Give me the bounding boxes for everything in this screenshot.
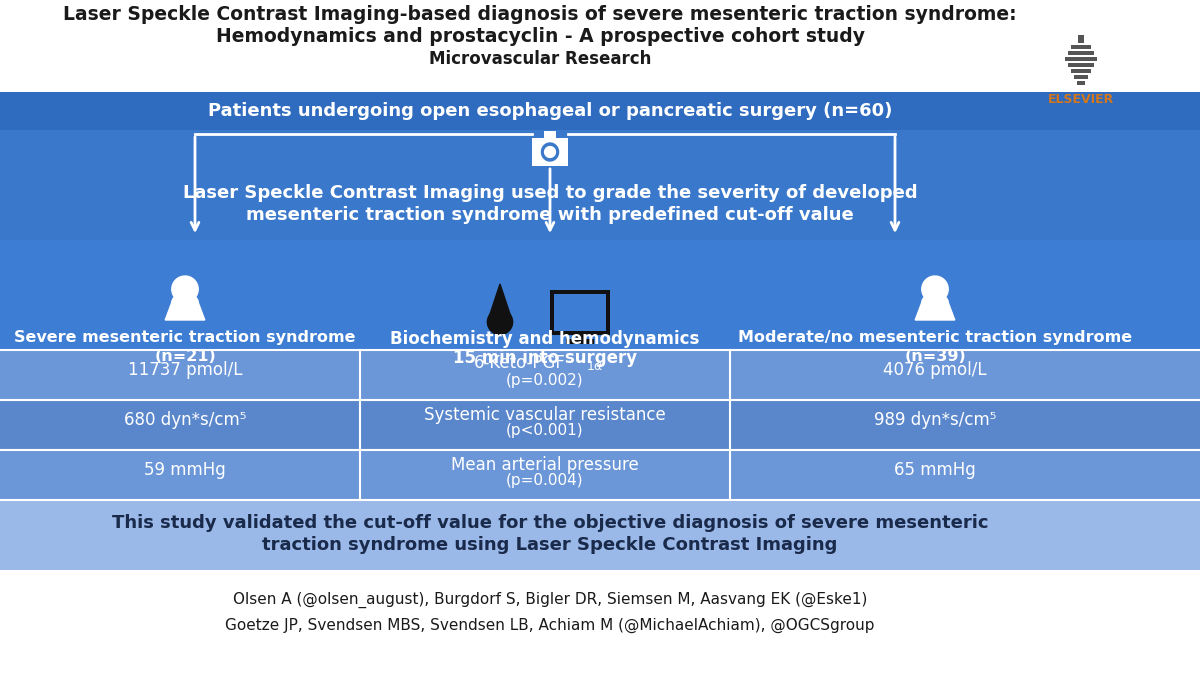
Text: Patients undergoing open esophageal or pancreatic surgery (n=60): Patients undergoing open esophageal or p… bbox=[208, 102, 892, 120]
Text: 15 min into surgery: 15 min into surgery bbox=[452, 349, 637, 367]
Text: Mean arterial pressure: Mean arterial pressure bbox=[451, 456, 638, 474]
Text: 680 dyn*s/cm⁵: 680 dyn*s/cm⁵ bbox=[124, 411, 246, 429]
Polygon shape bbox=[545, 146, 556, 157]
Polygon shape bbox=[172, 294, 198, 303]
Polygon shape bbox=[541, 143, 558, 161]
Text: Olsen A (@olsen_august), Burgdorf S, Bigler DR, Siemsen M, Aasvang EK (@Eske1): Olsen A (@olsen_august), Burgdorf S, Big… bbox=[233, 591, 868, 608]
Text: 1α: 1α bbox=[587, 360, 604, 373]
Text: traction syndrome using Laser Speckle Contrast Imaging: traction syndrome using Laser Speckle Co… bbox=[263, 536, 838, 554]
Text: ELSEVIER: ELSEVIER bbox=[1048, 93, 1114, 106]
Bar bbox=[1074, 75, 1088, 79]
Text: (p<0.001): (p<0.001) bbox=[506, 423, 584, 439]
Text: This study validated the cut-off value for the objective diagnosis of severe mes: This study validated the cut-off value f… bbox=[112, 514, 989, 532]
Text: Hemodynamics and prostacyclin - A prospective cohort study: Hemodynamics and prostacyclin - A prospe… bbox=[216, 27, 864, 46]
Bar bbox=[1072, 45, 1091, 49]
Bar bbox=[554, 294, 606, 331]
Bar bbox=[550, 290, 610, 335]
Text: Biochemistry and hemodynamics: Biochemistry and hemodynamics bbox=[390, 330, 700, 348]
Bar bbox=[532, 138, 568, 166]
Bar bbox=[1078, 81, 1085, 85]
Bar bbox=[0, 350, 1200, 400]
Polygon shape bbox=[916, 302, 955, 320]
Bar bbox=[0, 500, 1200, 570]
Text: (p=0.002): (p=0.002) bbox=[506, 373, 584, 389]
Polygon shape bbox=[922, 294, 948, 303]
Polygon shape bbox=[172, 276, 198, 302]
Polygon shape bbox=[487, 284, 512, 322]
Text: 65 mmHg: 65 mmHg bbox=[894, 461, 976, 479]
Polygon shape bbox=[166, 302, 205, 320]
Text: Microvascular Research: Microvascular Research bbox=[428, 50, 652, 68]
Text: 11737 pmol/L: 11737 pmol/L bbox=[127, 361, 242, 379]
Bar bbox=[1078, 35, 1084, 43]
Text: 59 mmHg: 59 mmHg bbox=[144, 461, 226, 479]
Text: 989 dyn*s/cm⁵: 989 dyn*s/cm⁵ bbox=[874, 411, 996, 429]
Text: (n=39): (n=39) bbox=[904, 349, 966, 364]
Text: Severe mesenteric traction syndrome: Severe mesenteric traction syndrome bbox=[14, 330, 355, 345]
Bar bbox=[0, 92, 1200, 130]
Text: Laser Speckle Contrast Imaging used to grade the severity of developed: Laser Speckle Contrast Imaging used to g… bbox=[182, 184, 917, 202]
Text: Systemic vascular resistance: Systemic vascular resistance bbox=[424, 406, 666, 424]
Text: Moderate/no mesenteric traction syndrome: Moderate/no mesenteric traction syndrome bbox=[738, 330, 1132, 345]
Text: Laser Speckle Contrast Imaging-based diagnosis of severe mesenteric traction syn: Laser Speckle Contrast Imaging-based dia… bbox=[64, 5, 1016, 24]
Text: mesenteric traction syndrome with predefined cut-off value: mesenteric traction syndrome with predef… bbox=[246, 207, 854, 225]
Text: 4076 pmol/L: 4076 pmol/L bbox=[883, 361, 986, 379]
Bar bbox=[1072, 69, 1091, 73]
Bar bbox=[0, 400, 1200, 450]
Bar bbox=[1068, 51, 1094, 55]
Bar bbox=[576, 334, 584, 340]
Text: 6-Keto-PGF: 6-Keto-PGF bbox=[474, 354, 566, 372]
Bar bbox=[1068, 63, 1094, 67]
Polygon shape bbox=[922, 276, 948, 302]
Text: (p=0.004): (p=0.004) bbox=[506, 473, 584, 489]
Bar bbox=[566, 339, 594, 344]
Bar bbox=[544, 131, 556, 138]
Polygon shape bbox=[487, 309, 512, 335]
Bar bbox=[0, 450, 1200, 500]
Text: Goetze JP, Svendsen MBS, Svendsen LB, Achiam M (@MichaelAchiam), @OGCSgroup: Goetze JP, Svendsen MBS, Svendsen LB, Ac… bbox=[226, 618, 875, 633]
Bar bbox=[0, 130, 1200, 240]
Text: (n=21): (n=21) bbox=[154, 349, 216, 364]
Bar bbox=[0, 240, 1200, 350]
Bar bbox=[1066, 57, 1097, 61]
